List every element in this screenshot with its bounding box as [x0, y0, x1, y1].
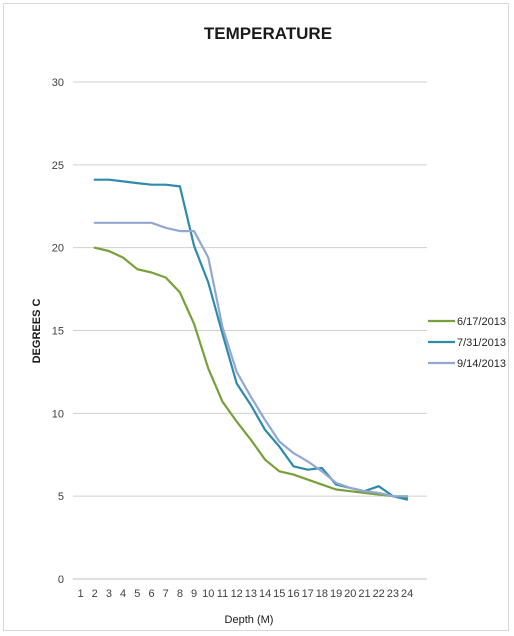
x-tick-label: 4	[120, 588, 126, 600]
chart-frame	[3, 3, 509, 631]
x-tick-label: 24	[401, 588, 413, 600]
chart-title: TEMPERATURE	[204, 24, 332, 43]
y-tick-label: 5	[58, 491, 64, 503]
series-lines	[93, 178, 409, 501]
x-tick-label: 15	[273, 588, 285, 600]
x-tick-label: 12	[231, 588, 243, 600]
x-axis-label: Depth (M)	[225, 614, 274, 626]
x-tick-label: 9	[191, 588, 197, 600]
x-tick-label: 22	[373, 588, 385, 600]
x-tick-label: 10	[202, 588, 214, 600]
series-line-3	[93, 221, 409, 498]
x-tick-label: 5	[134, 588, 140, 600]
y-tick-label: 15	[52, 326, 64, 338]
x-tick-label: 8	[177, 588, 183, 600]
x-tick-label: 19	[330, 588, 342, 600]
x-tick-label: 3	[106, 588, 112, 600]
y-tick-label: 25	[52, 160, 64, 172]
x-tick-label: 1	[77, 588, 83, 600]
y-tick-labels: 0 5 10 15 20 25 30	[52, 77, 64, 586]
x-tick-label: 21	[358, 588, 370, 600]
y-axis-label: DEGREES C	[31, 299, 43, 364]
x-tick-label: 17	[302, 588, 314, 600]
legend-label: 9/14/2013	[457, 358, 506, 370]
legend-label: 7/31/2013	[457, 337, 506, 349]
x-tick-label: 13	[245, 588, 257, 600]
y-tick-label: 20	[52, 243, 64, 255]
y-tick-label: 10	[52, 408, 64, 420]
gridlines	[73, 81, 427, 580]
x-tick-label: 16	[287, 588, 299, 600]
x-tick-label: 11	[217, 588, 228, 600]
x-tick-label: 20	[344, 588, 356, 600]
x-tick-label: 23	[387, 588, 399, 600]
legend-label: 6/17/2013	[457, 316, 506, 328]
x-tick-label: 2	[92, 588, 98, 600]
series-line-2	[93, 178, 409, 501]
x-tick-labels: 1 2 3 4 5 6 7 8 9 10 11 12 13 14 15 16 17 18 19 20 21 22 23 24	[77, 588, 413, 600]
y-tick-label: 0	[58, 574, 64, 586]
x-tick-label: 7	[163, 588, 169, 600]
x-tick-label: 18	[316, 588, 328, 600]
x-tick-label: 14	[259, 588, 271, 600]
y-tick-label: 30	[52, 77, 64, 89]
series-line-1	[93, 246, 409, 499]
legend: 6/17/2013 7/31/2013 9/14/2013	[428, 316, 506, 370]
x-tick-label: 6	[148, 588, 154, 600]
